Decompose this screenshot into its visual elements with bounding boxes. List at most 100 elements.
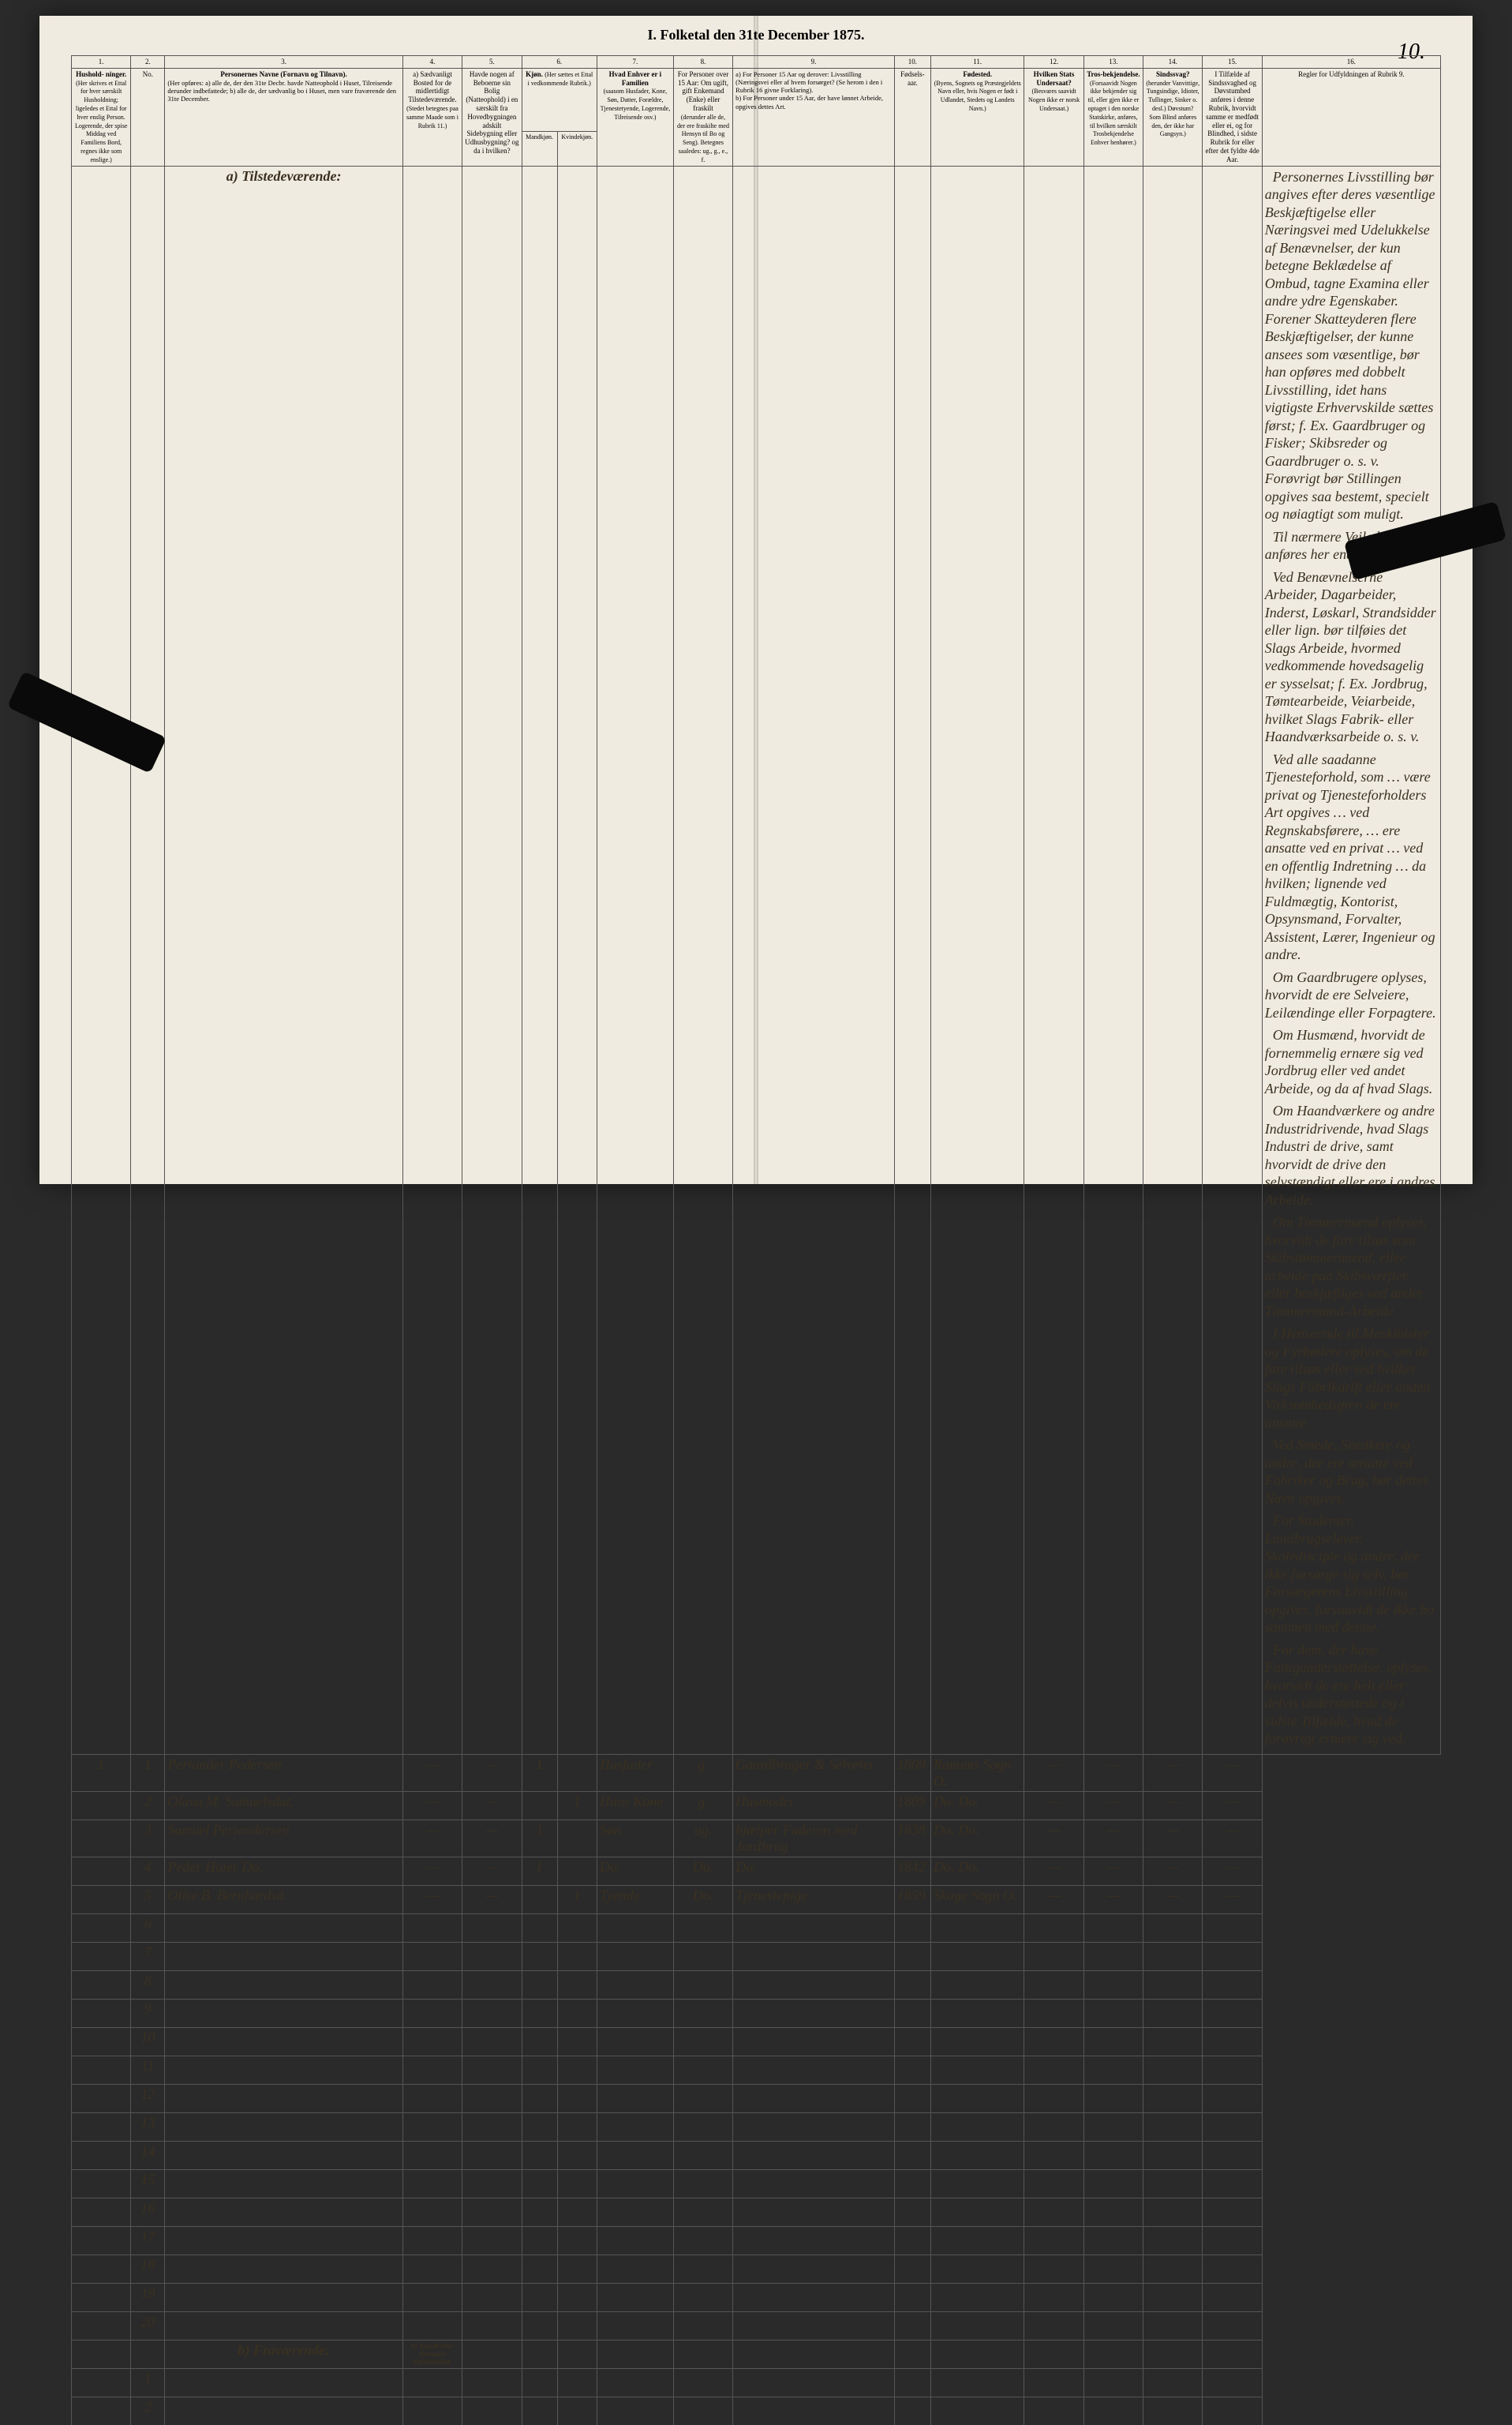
colnum-13: 13.: [1083, 56, 1143, 69]
hdr-12-sub: (Besvares saavidt Nogen ikke er norsk Un…: [1028, 88, 1080, 112]
table-row: 17: [72, 2226, 1441, 2254]
colnum-12: 12.: [1024, 56, 1083, 69]
empty-rows-a: 67891011121314151617181920: [72, 1913, 1441, 2340]
hdr-4-title: a) Sædvanligt Bosted for de midlertidigt…: [408, 70, 456, 103]
hdr-9: a) For Personer 15 Aar og derover: Livss…: [733, 68, 895, 166]
hdr-5: Havde nogen af Beboerne sin Bolig (Natte…: [462, 68, 522, 166]
table-row: 12: [72, 2084, 1441, 2112]
rules-column: Personernes Livsstilling bør angives eft…: [1262, 166, 1440, 1754]
table-row: 4Peder Hoier Do.——1Do.Do.Do.1842Do. Do.—…: [72, 1857, 1441, 1885]
header-row: Hushold- ninger. (Her skrives et Ettal f…: [72, 68, 1441, 131]
hdr-7-title: Hvad Enhver er i Familien: [609, 70, 661, 87]
colnum-16: 16.: [1262, 56, 1440, 69]
hdr-11: Fødested. (Byens, Sognets og Præstegjeld…: [930, 68, 1024, 166]
rules-paragraph: I Henseende til Maskinister og Fyrbødere…: [1265, 1325, 1438, 1431]
hdr-11-title: Fødested.: [963, 70, 992, 78]
table-row: 2: [72, 2397, 1441, 2425]
rules-paragraph: Om Haandværkere og andre Industridrivend…: [1265, 1102, 1438, 1209]
table-row: 9: [72, 1999, 1441, 2027]
table-row: 19: [72, 2283, 1441, 2311]
page-title: I. Folketal den 31te December 1875.: [647, 27, 864, 43]
rules-paragraph: For dem, der have Fattigunderstøttelse, …: [1265, 1641, 1438, 1748]
hdr-3-title: Personernes Navne (Fornavn og Tilnavn).: [220, 70, 346, 78]
rules-paragraph: Om Gaardbrugere oplyses, hvorvidt de ere…: [1265, 969, 1438, 1022]
colnum-3: 3.: [165, 56, 402, 69]
colnum-6: 6.: [522, 56, 597, 69]
colnum-4: 4.: [402, 56, 462, 69]
hdr-1-sub: (Her skrives et Ettal for hver særskilt …: [75, 80, 127, 163]
table-row: 7: [72, 1942, 1441, 1970]
hdr-9b: b) For Personer under 15 Aar, der have l…: [735, 94, 892, 110]
hdr-4: a) Sædvanligt Bosted for de midlertidigt…: [402, 68, 462, 166]
table-row: 20: [72, 2311, 1441, 2340]
section-a-label: a) Tilstedeværende:: [165, 166, 402, 1754]
table-row: 1: [72, 2368, 1441, 2397]
hdr-15: I Tilfælde af Sindssvaghed og Døvstumhed…: [1203, 68, 1262, 166]
rules-paragraph: Om Husmænd, hvorvidt de fornemmelig ernæ…: [1265, 1026, 1438, 1097]
table-row: 14: [72, 2141, 1441, 2169]
table-row: 10: [72, 2027, 1441, 2056]
hdr-14-sub: (herunder Vanvittige, Tungsindige, Idiot…: [1146, 80, 1199, 138]
hdr-11-sub: (Byens, Sognets og Præstegjeldets Navn e…: [934, 80, 1021, 112]
rules-paragraph: Ved Smede, Snedkere og andre, der ere an…: [1265, 1436, 1438, 1507]
colnum-9: 9.: [733, 56, 895, 69]
colnum-2: 2.: [131, 56, 165, 69]
hdr-10: Fødsels-aar.: [894, 68, 930, 166]
section-b-label: b) Fraværende:: [165, 2340, 402, 2368]
hdr-14-title: Sindssvag?: [1156, 70, 1190, 78]
hdr-12-title: Hvilken Stats Undersaat?: [1034, 70, 1075, 87]
table-row: 13: [72, 2112, 1441, 2141]
census-table: 1. 2. 3. 4. 5. 6. 7. 8. 9. 10. 11. 12. 1…: [71, 55, 1441, 2425]
hdr-3-sub: (Her opføres: a) alle de, der den 31te D…: [167, 79, 399, 103]
colnum-5: 5.: [462, 56, 522, 69]
empty-rows-b: 12345: [72, 2368, 1441, 2425]
colnum-1: 1.: [72, 56, 131, 69]
hdr-6a: Mandkjøn.: [522, 131, 557, 166]
colnum-11: 11.: [930, 56, 1024, 69]
hdr-12: Hvilken Stats Undersaat? (Besvares saavi…: [1024, 68, 1083, 166]
table-row: 15: [72, 2169, 1441, 2198]
table-row: 3Samuel Periandersen——1Sønug.hjælper Fad…: [72, 1820, 1441, 1857]
column-number-row: 1. 2. 3. 4. 5. 6. 7. 8. 9. 10. 11. 12. 1…: [72, 56, 1441, 69]
hdr-6: Kjøn. (Her sættes et Ettal i vedkommende…: [522, 68, 597, 131]
colnum-7: 7.: [597, 56, 673, 69]
hdr-7: Hvad Enhver er i Familien (saasom Husfad…: [597, 68, 673, 166]
hdr-8-title: For Personer over 15 Aar: Om ugift, gift…: [678, 70, 729, 112]
hdr-13: Tros-bekjendelse. (Forsaavidt Nogen ikke…: [1083, 68, 1143, 166]
hdr-9a: a) For Personer 15 Aar og derover: Livss…: [735, 70, 892, 95]
rules-paragraph: Ved alle saadanne Tjenesteforhold, som ……: [1265, 751, 1438, 964]
colnum-10: 10.: [894, 56, 930, 69]
hdr-6-title: Kjøn.: [526, 70, 543, 78]
form-sheet: 1. 2. 3. 4. 5. 6. 7. 8. 9. 10. 11. 12. 1…: [71, 55, 1441, 1153]
table-row: 18: [72, 2254, 1441, 2283]
rules-paragraph: Personernes Livsstilling bør angives eft…: [1265, 168, 1438, 523]
table-row: 8: [72, 1970, 1441, 1999]
hdr-13-title: Tros-bekjendelse.: [1087, 70, 1140, 78]
hdr-8: For Personer over 15 Aar: Om ugift, gift…: [673, 68, 732, 166]
hdr-1-title: Hushold- ninger.: [76, 70, 126, 78]
section-b-row: b) Fraværende: b) Kjendt eller formodet …: [72, 2340, 1441, 2368]
hdr-1: Hushold- ninger. (Her skrives et Ettal f…: [72, 68, 131, 166]
rules-paragraph: Om Tømmermænd oplyses, hvorvidt de fare …: [1265, 1213, 1438, 1320]
colnum-14: 14.: [1143, 56, 1203, 69]
hdr-2: No.: [131, 68, 165, 166]
table-row: 11Periander Pedersen——1Husfaderg.Gaardbr…: [72, 1754, 1441, 1791]
data-rows-body: 11Periander Pedersen——1Husfaderg.Gaardbr…: [72, 1754, 1441, 1913]
hdr-3: Personernes Navne (Fornavn og Tilnavn). …: [165, 68, 402, 166]
rules-paragraph: For Studenter, Landbrugselever, Skoledis…: [1265, 1512, 1438, 1636]
table-row: 6: [72, 1913, 1441, 1942]
hdr-6b: Kvindekjøn.: [557, 131, 597, 166]
table-row: 11: [72, 2056, 1441, 2084]
rules-paragraph: Ved Benævnelserne Arbeider, Dagarbeider,…: [1265, 568, 1438, 746]
colnum-15: 15.: [1203, 56, 1262, 69]
census-page: I. Folketal den 31te December 1875. 10. …: [39, 16, 1473, 1184]
hdr-8-sub: (derunder alle de, der ere fraskilte med…: [677, 114, 729, 163]
hdr-14: Sindssvag? (herunder Vanvittige, Tungsin…: [1143, 68, 1203, 166]
section-b-col4: b) Kjendt eller formodet Opholdssted.: [402, 2340, 462, 2368]
hdr-13-sub: (Forsaavidt Nogen ikke bekjender sig til…: [1088, 80, 1140, 147]
hdr-7-sub: (saasom Husfader, Kone, Søn, Datter, For…: [601, 88, 671, 120]
colnum-8: 8.: [673, 56, 732, 69]
section-a-row: a) Tilstedeværende: Personernes Livsstil…: [72, 166, 1441, 1754]
hdr-4-sub: (Stedet betegnes paa samme Maade som i R…: [406, 105, 458, 129]
table-row: 5Olise B. Bernhardsd.——1TyendeDo.Tjenest…: [72, 1885, 1441, 1913]
